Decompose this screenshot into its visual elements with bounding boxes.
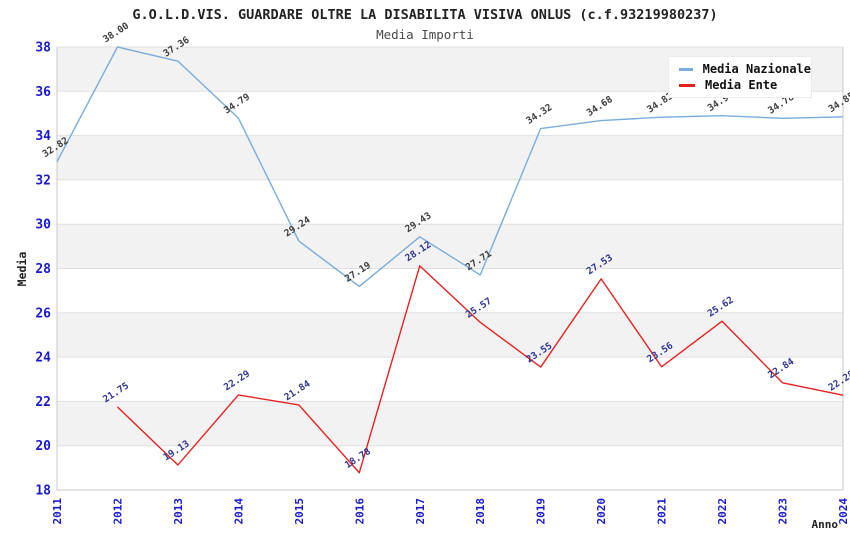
- x-tick-label: 2022: [716, 498, 729, 525]
- data-point-label: 38.00: [101, 20, 131, 45]
- x-tick-label: 2013: [172, 498, 185, 525]
- legend-item-media-ente: Media Ente: [679, 77, 811, 93]
- y-tick-label: 38: [35, 41, 51, 56]
- legend-label-media-ente: Media Ente: [705, 78, 778, 92]
- legend: Media Nazionale Media Ente: [668, 56, 812, 98]
- x-tick-label: 2012: [111, 498, 124, 525]
- x-axis-title: Anno: [812, 518, 839, 531]
- x-tick-label: 2017: [414, 498, 427, 525]
- data-point-label: 34.68: [585, 94, 615, 119]
- data-point-label: 22.84: [766, 356, 796, 381]
- data-point-label: 34.79: [222, 91, 252, 116]
- y-tick-label: 26: [35, 306, 51, 321]
- y-tick-label: 28: [35, 262, 51, 277]
- grid-band: [57, 135, 843, 180]
- x-tick-label: 2023: [777, 498, 790, 525]
- x-tick-label: 2018: [474, 498, 487, 525]
- y-tick-label: 34: [35, 129, 51, 144]
- data-point-label: 34.85: [827, 90, 850, 115]
- series-line-media-nazionale: [56, 46, 844, 288]
- media-ente-line-swatch-icon: [679, 83, 695, 87]
- x-tick-label: 2011: [51, 498, 64, 525]
- data-point-label: 22.29: [222, 368, 252, 393]
- x-tick-label: 2016: [353, 498, 366, 525]
- grid-band: [57, 312, 843, 358]
- grid-band: [57, 224, 843, 269]
- media-nazionale-line-swatch-icon: [679, 67, 693, 71]
- data-point-label: 34.32: [524, 102, 554, 127]
- x-tick-label: 2014: [232, 498, 245, 525]
- chart-title: G.O.L.D.VIS. GUARDARE OLTRE LA DISABILIT…: [132, 7, 718, 23]
- data-point-label: 18.78: [343, 446, 373, 471]
- x-tick-label: 2024: [837, 498, 850, 525]
- y-tick-label: 32: [35, 173, 51, 188]
- legend-item-media-nazionale: Media Nazionale: [679, 61, 811, 77]
- y-tick-label: 24: [35, 351, 51, 366]
- y-tick-label: 30: [35, 218, 51, 233]
- x-tick-label: 2015: [293, 498, 306, 525]
- legend-label-media-nazionale: Media Nazionale: [702, 62, 811, 76]
- y-tick-label: 20: [35, 439, 51, 454]
- y-tick-label: 18: [35, 484, 51, 499]
- data-point-label: 21.84: [282, 378, 312, 403]
- x-tick-label: 2020: [595, 498, 608, 525]
- x-tick-label: 2021: [656, 498, 669, 525]
- data-point-label: 22.28: [827, 369, 850, 394]
- y-tick-label: 22: [35, 395, 51, 410]
- y-axis-title: Media: [15, 252, 29, 287]
- grid-band: [57, 401, 843, 446]
- series-line-media-ente: [116, 265, 844, 474]
- x-tick-label: 2019: [535, 498, 548, 525]
- chart-subtitle: Media Importi: [376, 27, 474, 42]
- y-tick-label: 36: [35, 85, 51, 100]
